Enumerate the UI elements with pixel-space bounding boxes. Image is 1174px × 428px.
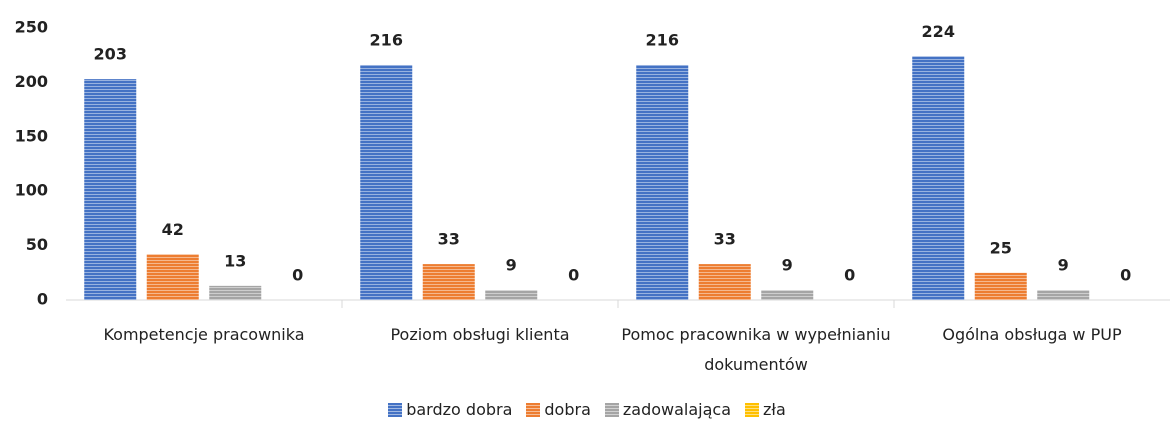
legend-label: zadowalająca (622, 400, 732, 419)
legend-swatch (745, 402, 760, 417)
bar (209, 285, 262, 300)
bar (912, 56, 965, 301)
bar (422, 264, 475, 300)
legend-item: zła (745, 400, 786, 419)
x-tick-label: Pomoc pracownika w wypełnianiu dokumentó… (621, 325, 891, 374)
legend: bardzo dobra dobra zadowalająca zła (0, 400, 1174, 419)
legend-swatch (604, 402, 619, 417)
legend-item: bardzo dobra (388, 400, 512, 419)
legend-item: zadowalająca (604, 400, 732, 419)
bar (360, 64, 413, 300)
data-label: 9 (506, 256, 517, 275)
data-label: 42 (162, 220, 184, 239)
bar (84, 79, 137, 300)
data-label: 216 (370, 30, 403, 49)
bar (636, 64, 689, 300)
bar (974, 272, 1027, 300)
bar (1037, 290, 1090, 300)
x-tick-label: Kompetencje pracownika (103, 325, 305, 344)
legend-swatch (526, 402, 541, 417)
y-tick-label: 200 (15, 72, 48, 91)
legend-item: dobra (526, 400, 591, 419)
data-label: 0 (844, 266, 855, 285)
data-label: 9 (782, 256, 793, 275)
y-tick-label: 250 (15, 18, 48, 37)
data-label: 13 (224, 251, 246, 270)
y-tick-label: 150 (15, 126, 48, 145)
y-tick-label: 0 (37, 290, 48, 309)
data-label: 9 (1058, 256, 1069, 275)
legend-label: zła (763, 400, 786, 419)
bar (146, 254, 199, 300)
bar (485, 290, 538, 300)
data-label: 0 (292, 266, 303, 285)
x-tick-label: Poziom obsługi klienta (390, 325, 570, 344)
legend-swatch (388, 402, 403, 417)
data-label: 0 (1120, 266, 1131, 285)
y-tick-label: 50 (26, 235, 48, 254)
legend-label: bardzo dobra (406, 400, 513, 419)
data-label: 33 (714, 230, 736, 249)
data-label: 25 (990, 238, 1012, 257)
data-label: 216 (646, 30, 679, 49)
data-label: 203 (94, 45, 127, 64)
x-tick-label: Ogólna obsługa w PUP (942, 325, 1122, 344)
y-tick-label: 100 (15, 181, 48, 200)
data-label: 33 (438, 230, 460, 249)
bar (698, 264, 751, 300)
bar (761, 290, 814, 300)
data-label: 224 (922, 22, 955, 41)
legend-label: dobra (544, 400, 591, 419)
data-label: 0 (568, 266, 579, 285)
